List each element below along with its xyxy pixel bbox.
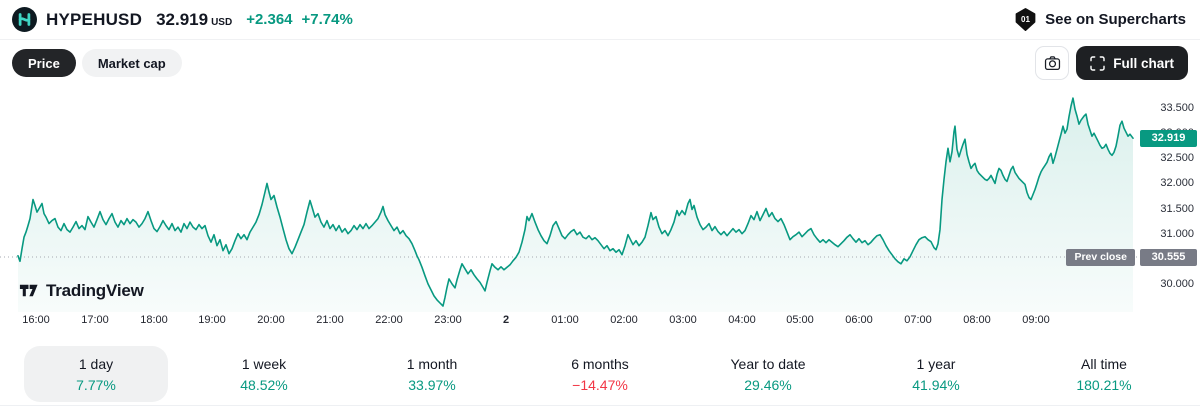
tradingview-attribution-label: TradingView (46, 280, 144, 300)
x-axis-label: 18:00 (140, 314, 168, 326)
tab-market-cap[interactable]: Market cap (81, 49, 182, 77)
chart-area[interactable]: 33.50033.00032.50032.00031.50031.00030.5… (0, 86, 1200, 331)
change-absolute: +2.364 (246, 11, 293, 28)
hype-coin-logo-icon (12, 7, 37, 32)
price-plot[interactable] (0, 86, 1138, 312)
x-axis-label: 07:00 (904, 314, 932, 326)
x-axis-label: 06:00 (845, 314, 873, 326)
y-axis-label: 32.000 (1160, 177, 1194, 190)
header: HYPEHUSD 32.919 USD +2.364 +7.74% 01 See … (0, 0, 1200, 40)
camera-icon (1044, 55, 1060, 70)
period-selector-row: 1 day 7.77% 1 week 48.52% 1 month 33.97% 6 mon… (12, 346, 1188, 402)
period-change-percent: 33.97% (408, 376, 456, 393)
price-line (17, 97, 1134, 307)
x-axis-label: 16:00 (22, 314, 50, 326)
toolbar-right: Full chart (1035, 46, 1188, 80)
y-axis-label: 33.500 (1160, 102, 1194, 115)
svg-text:01: 01 (1021, 15, 1030, 24)
price-change: +2.364 +7.74% (246, 11, 353, 28)
period-change-percent: 29.46% (744, 376, 792, 393)
y-axis[interactable]: 33.50033.00032.50032.00031.50031.00030.5… (1138, 86, 1200, 312)
x-axis-label: 05:00 (786, 314, 814, 326)
toolbar: Price Market cap Full chart (0, 40, 1200, 86)
period-6-months[interactable]: 6 months −14.47% (528, 346, 672, 402)
period-label: 1 month (406, 355, 458, 372)
period-label: 6 months (571, 355, 629, 372)
last-price: 32.919 (156, 9, 209, 29)
period-change-percent: 180.21% (1076, 376, 1132, 393)
x-axis-label: 17:00 (81, 314, 109, 326)
x-axis-label: 01:00 (551, 314, 579, 326)
snapshot-button[interactable] (1035, 46, 1070, 80)
y-axis-label: 31.000 (1160, 227, 1194, 240)
prev-close-label-badge: Prev close (1066, 248, 1135, 266)
y-axis-label: 30.000 (1160, 277, 1194, 290)
see-on-supercharts-link[interactable]: 01 See on Supercharts (1014, 8, 1186, 31)
period-label: 1 year (916, 355, 956, 372)
tradingview-shield-icon: 01 (1015, 8, 1036, 31)
period-year-to-date[interactable]: Year to date 29.46% (696, 346, 840, 402)
period-label: Year to date (730, 355, 806, 372)
x-axis-label: 20:00 (257, 314, 285, 326)
bottom-divider (0, 405, 1200, 406)
period-all-time[interactable]: All time 180.21% (1032, 346, 1176, 402)
x-axis-label: 09:00 (1022, 314, 1050, 326)
tradingview-attribution-link[interactable]: TradingView (18, 280, 144, 301)
full-chart-button[interactable]: Full chart (1076, 46, 1188, 80)
tradingview-logo-icon (19, 284, 38, 297)
currency-label: USD (211, 16, 233, 28)
x-axis-label: 19:00 (198, 314, 226, 326)
period-1-week[interactable]: 1 week 48.52% (192, 346, 336, 402)
period-change-percent: 41.94% (912, 376, 960, 393)
period-1-year[interactable]: 1 year 41.94% (864, 346, 1008, 402)
y-axis-label: 32.500 (1160, 152, 1194, 165)
supercharts-label: See on Supercharts (1045, 11, 1186, 28)
period-change-percent: 48.52% (240, 376, 288, 393)
x-axis-label: 02:00 (610, 314, 638, 326)
period-label: 1 week (241, 355, 287, 372)
x-axis[interactable]: 16:00 17:00 18:00 19:00 20:00 21:00 22:00 23:00… (0, 314, 1138, 330)
x-axis-label: 2 (502, 314, 510, 326)
full-chart-label: Full chart (1113, 55, 1174, 71)
x-axis-label: 21:00 (316, 314, 344, 326)
x-axis-label: 23:00 (434, 314, 462, 326)
x-axis-label: 04:00 (728, 314, 756, 326)
x-axis-label: 22:00 (375, 314, 403, 326)
x-axis-label: 08:00 (963, 314, 991, 326)
x-axis-label: 03:00 (669, 314, 697, 326)
prev-close-value-badge: 30.555 (1140, 248, 1197, 266)
y-axis-label: 31.500 (1160, 202, 1194, 215)
period-label: 1 day (78, 355, 114, 372)
symbol-name[interactable]: HYPEHUSD (46, 9, 143, 29)
period-1-month[interactable]: 1 month 33.97% (360, 346, 504, 402)
fullscreen-icon (1090, 55, 1105, 71)
tab-price[interactable]: Price (12, 49, 76, 77)
price-area-fill (18, 98, 1133, 312)
period-label: All time (1081, 355, 1127, 372)
period-change-percent: −14.47% (572, 376, 628, 393)
current-price-badge: 32.919 (1140, 129, 1197, 147)
period-change-percent: 7.77% (76, 376, 116, 393)
period-1-day[interactable]: 1 day 7.77% (24, 346, 168, 402)
change-percent: +7.74% (301, 11, 353, 28)
